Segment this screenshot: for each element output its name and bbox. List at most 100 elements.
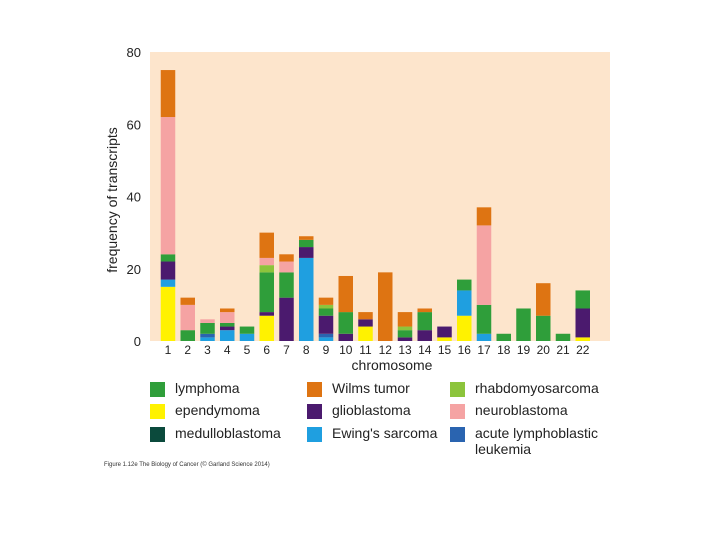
bar-segment bbox=[239, 333, 255, 341]
x-tick-label: 19 bbox=[517, 343, 531, 357]
bar-segment bbox=[318, 308, 334, 316]
bar-segment bbox=[279, 272, 294, 298]
bar-segment bbox=[160, 70, 176, 118]
bar-segment bbox=[397, 337, 413, 341]
x-tick-label: 8 bbox=[303, 343, 310, 357]
bar-segment bbox=[160, 286, 176, 341]
legend-swatch bbox=[307, 382, 322, 397]
x-tick-label: 15 bbox=[438, 343, 452, 357]
bar-segment bbox=[318, 297, 334, 305]
x-tick-label: 9 bbox=[323, 343, 330, 357]
x-tick-label: 4 bbox=[224, 343, 231, 357]
bar-segment bbox=[259, 232, 274, 258]
legend-item: neuroblastoma bbox=[450, 402, 630, 419]
bar-segment bbox=[239, 326, 255, 334]
y-axis-title: frequency of transcripts bbox=[104, 127, 120, 273]
bar-segment bbox=[338, 312, 353, 334]
bar-segment bbox=[496, 333, 511, 341]
bar-segment bbox=[160, 117, 176, 255]
legend-item: acute lymphoblastic leukemia bbox=[450, 425, 630, 457]
bar-segment bbox=[378, 272, 393, 341]
bar-segment bbox=[299, 257, 314, 341]
bar-segment bbox=[180, 330, 195, 341]
bar-segment bbox=[457, 279, 472, 291]
bar-segment bbox=[200, 337, 215, 341]
x-tick-label: 2 bbox=[184, 343, 191, 357]
bar-segment bbox=[299, 239, 314, 248]
bar-segment bbox=[318, 337, 334, 341]
bar-segment bbox=[358, 312, 373, 320]
bar-segment bbox=[536, 315, 551, 341]
bar-segment bbox=[299, 236, 314, 240]
bar-segment bbox=[555, 333, 571, 341]
bar-segment bbox=[279, 297, 294, 341]
bar-segment bbox=[516, 308, 531, 341]
x-tick-label: 22 bbox=[576, 343, 590, 357]
bar-segment bbox=[279, 254, 294, 262]
bar-segment bbox=[397, 326, 413, 331]
bar-segment bbox=[338, 275, 353, 313]
bar-segment bbox=[180, 304, 195, 331]
legend: lymphoma Wilms tumor rhabdomyosarcoma epend… bbox=[150, 380, 630, 460]
bar-segment bbox=[437, 337, 452, 341]
x-tick-label: 11 bbox=[359, 343, 372, 357]
figure-caption: Figure 1.12e The Biology of Cancer (© Ga… bbox=[104, 462, 270, 468]
legend-item: ependymoma bbox=[150, 402, 300, 419]
x-tick-label: 13 bbox=[398, 343, 412, 357]
x-tick-label: 7 bbox=[283, 343, 290, 357]
y-tick-label: 60 bbox=[127, 117, 141, 132]
bar-segment bbox=[417, 312, 432, 331]
bar-segment bbox=[220, 308, 235, 313]
legend-label: rhabdomyosarcoma bbox=[475, 380, 599, 396]
bar-segment bbox=[457, 290, 472, 316]
bar-segment bbox=[259, 312, 274, 316]
x-tick-label: 6 bbox=[263, 343, 270, 357]
bar-segment bbox=[575, 290, 590, 309]
x-tick-label: 10 bbox=[339, 343, 353, 357]
bar-segment bbox=[220, 322, 235, 327]
legend-swatch bbox=[450, 382, 465, 397]
bar-segment bbox=[160, 261, 176, 280]
x-tick-label: 12 bbox=[379, 343, 393, 357]
bar-segment bbox=[476, 207, 492, 226]
bar-segment bbox=[397, 312, 413, 327]
legend-label: medulloblastoma bbox=[175, 425, 281, 441]
bar-segment bbox=[318, 315, 334, 334]
x-tick-label: 16 bbox=[458, 343, 472, 357]
bar-segment bbox=[358, 326, 373, 341]
legend-swatch bbox=[150, 404, 165, 419]
bar-segment bbox=[259, 272, 274, 313]
x-tick-label: 14 bbox=[418, 343, 432, 357]
bar-segment bbox=[575, 308, 590, 338]
y-tick-label: 80 bbox=[127, 45, 141, 60]
legend-item: Ewing's sarcoma bbox=[307, 425, 457, 442]
bar-segment bbox=[476, 304, 492, 334]
bar-segment bbox=[536, 283, 551, 316]
bar-segment bbox=[338, 333, 353, 341]
legend-label: neuroblastoma bbox=[475, 402, 568, 418]
bar-segment bbox=[220, 330, 235, 341]
bar-segment bbox=[200, 319, 215, 323]
bar-segment bbox=[437, 326, 452, 338]
bar-segment bbox=[318, 333, 334, 338]
bar-segment bbox=[397, 330, 413, 338]
legend-label: ependymoma bbox=[175, 402, 260, 418]
bar-segment bbox=[457, 315, 472, 341]
x-axis-title: chromosome bbox=[352, 357, 433, 373]
x-tick-label: 1 bbox=[165, 343, 172, 357]
x-tick-label: 20 bbox=[537, 343, 551, 357]
x-tick-label: 5 bbox=[244, 343, 251, 357]
legend-swatch bbox=[450, 404, 465, 419]
bar-segment bbox=[180, 297, 195, 305]
bar-segment bbox=[160, 254, 176, 262]
bar-segment bbox=[476, 225, 492, 305]
bar-segment bbox=[220, 326, 235, 331]
legend-label: lymphoma bbox=[175, 380, 240, 396]
bar-segment bbox=[417, 330, 432, 341]
bar-segment bbox=[476, 333, 492, 341]
legend-label: glioblastoma bbox=[332, 402, 411, 418]
bar-segment bbox=[200, 322, 215, 334]
legend-label: acute lymphoblastic leukemia bbox=[475, 425, 598, 457]
legend-swatch bbox=[307, 404, 322, 419]
bar-segment bbox=[299, 247, 314, 258]
